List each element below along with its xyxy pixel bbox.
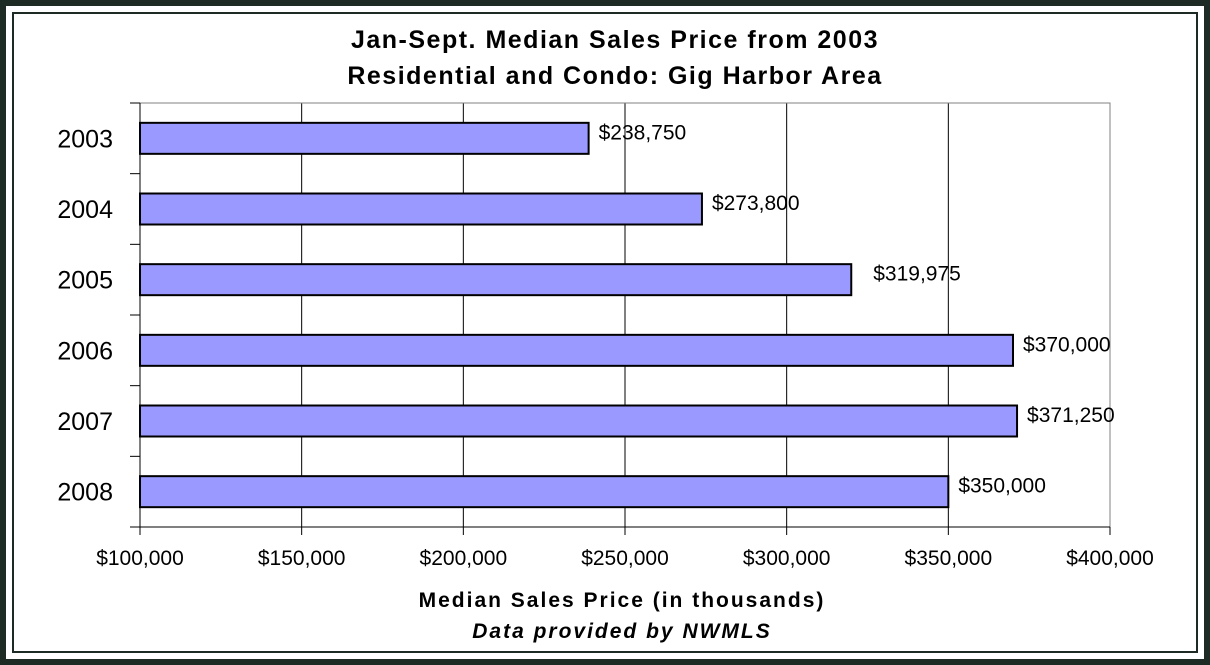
y-tick-label: 2003 bbox=[57, 125, 113, 153]
chart-inner-frame bbox=[12, 12, 1198, 653]
x-tick-label: $250,000 bbox=[581, 547, 669, 570]
bar bbox=[139, 333, 1014, 367]
bar-value-label: $238,750 bbox=[599, 121, 687, 144]
bar-value-label: $371,250 bbox=[1027, 404, 1115, 427]
y-tick-label: 2007 bbox=[57, 408, 113, 436]
bar-value-label: $319,975 bbox=[873, 263, 961, 286]
bar bbox=[139, 263, 853, 297]
y-tick-label: 2005 bbox=[57, 267, 113, 295]
chart-title: Jan-Sept. Median Sales Price from 2003 bbox=[351, 26, 879, 54]
y-tick-label: 2006 bbox=[57, 337, 113, 365]
y-tick-label: 2008 bbox=[57, 479, 113, 507]
bar bbox=[139, 192, 703, 226]
bars bbox=[139, 121, 1019, 509]
bar-value-label: $273,800 bbox=[712, 192, 800, 215]
x-tick-label: $100,000 bbox=[96, 547, 184, 570]
bar-value-label: $370,000 bbox=[1023, 333, 1111, 356]
bar bbox=[139, 475, 950, 509]
x-tick-labels: $100,000 $150,000 $200,000 $250,000 $300,000… bbox=[96, 547, 1154, 570]
bar bbox=[139, 404, 1019, 438]
bar bbox=[139, 121, 590, 155]
bar-value-label: $350,000 bbox=[958, 475, 1046, 498]
x-tick-label: $150,000 bbox=[258, 547, 346, 570]
x-axis-label: Median Sales Price (in thousands) bbox=[419, 589, 826, 612]
gridlines bbox=[301, 103, 1111, 527]
x-tick-label: $350,000 bbox=[905, 547, 993, 570]
x-tick-label: $300,000 bbox=[743, 547, 831, 570]
x-tick-label: $400,000 bbox=[1066, 547, 1154, 570]
axes bbox=[130, 102, 1111, 535]
bar-value-labels: $238,750 $273,800 $319,975 $370,000 $371,250… bbox=[599, 121, 1115, 497]
chart-subtitle: Residential and Condo: Gig Harbor Area bbox=[347, 62, 882, 90]
y-tick-labels: 2003 2004 2005 2006 2007 2008 bbox=[57, 125, 113, 506]
data-source-note: Data provided by NWMLS bbox=[472, 620, 772, 643]
y-tick-label: 2004 bbox=[57, 196, 113, 224]
x-tick-label: $200,000 bbox=[420, 547, 508, 570]
